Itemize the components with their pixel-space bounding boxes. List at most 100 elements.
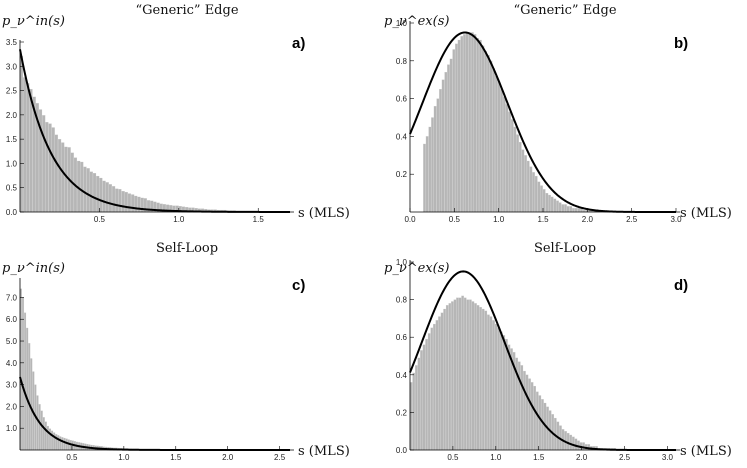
histogram-bar <box>566 206 570 213</box>
histogram-bar <box>503 96 506 213</box>
histogram-bar <box>574 208 578 213</box>
histogram-bar <box>540 185 543 213</box>
x-axis-label: s (MLS) <box>298 206 350 221</box>
x-tick-label: 2.0 <box>582 215 594 224</box>
histogram-bar <box>59 436 62 451</box>
histogram-bar <box>54 134 58 213</box>
histogram-bar <box>471 301 475 451</box>
histogram-bar <box>448 303 452 451</box>
histogram-bar <box>44 421 47 451</box>
histogram-bar <box>553 198 557 213</box>
histogram-bar <box>40 410 43 451</box>
histogram-bar <box>468 32 472 213</box>
histogram-bar <box>430 327 434 451</box>
histogram-bar <box>465 32 469 213</box>
y-tick-label: 0.8 <box>396 296 408 305</box>
histogram-bar <box>500 331 503 451</box>
histogram-bar <box>558 202 562 213</box>
histogram-bar <box>473 34 477 213</box>
histogram-bar <box>436 98 440 213</box>
histogram-bar <box>536 391 539 451</box>
x-tick-label: 0.5 <box>447 453 459 462</box>
histogram-bar <box>92 173 97 213</box>
histogram-bar <box>452 49 456 213</box>
histogram-bar <box>574 438 578 451</box>
y-tick-label: 0.4 <box>396 132 408 141</box>
histogram-bar <box>577 208 581 213</box>
histogram-bar <box>423 143 426 213</box>
histogram-bar <box>24 312 27 451</box>
histogram-bar <box>428 126 432 213</box>
histogram-bar <box>505 338 508 451</box>
histogram-bar <box>422 344 426 451</box>
histogram-bar <box>492 68 495 213</box>
panel-title: Self-Loop <box>534 241 596 256</box>
y-tick-label: 0.2 <box>396 170 408 179</box>
histogram-bar <box>492 320 495 451</box>
histogram-bar <box>21 297 25 451</box>
y-tick-label: 7.0 <box>6 293 18 302</box>
panel-label: b) <box>674 35 688 52</box>
x-tick-label: 1.5 <box>170 453 182 462</box>
histogram-bar <box>417 357 421 451</box>
histogram-bar <box>425 338 428 451</box>
y-tick-label: 2.0 <box>6 402 18 411</box>
histogram-bar <box>425 136 429 213</box>
histogram-bar <box>46 425 49 451</box>
histogram-bar <box>523 370 526 451</box>
histogram-bar <box>520 365 524 451</box>
x-tick-label: 0.5 <box>94 215 106 224</box>
histogram-bar <box>445 305 449 451</box>
histogram-bar <box>529 166 533 213</box>
y-tick-label: 5.0 <box>6 337 18 346</box>
y-tick-label: 0.5 <box>6 184 18 193</box>
histogram-bar <box>19 55 24 213</box>
y-tick-label: 1.0 <box>6 159 18 168</box>
x-tick-label: 0.5 <box>449 215 461 224</box>
histogram-bar <box>463 34 466 213</box>
histogram-bar <box>502 335 506 451</box>
histogram-bar <box>518 141 522 213</box>
x-axis-label: s (MLS) <box>680 206 732 221</box>
histogram-bar <box>61 142 65 213</box>
y-tick-label: 1.0 <box>396 19 408 28</box>
histogram-bar <box>457 39 461 213</box>
histogram-bar <box>431 117 434 213</box>
histogram-bar <box>469 299 472 451</box>
y-tick-label: 1.0 <box>396 258 408 267</box>
histogram-bar <box>484 51 487 213</box>
histogram-bar <box>505 104 509 213</box>
histogram-bar <box>495 75 498 213</box>
histogram-bar <box>530 382 534 451</box>
histogram-bar <box>572 208 575 213</box>
histogram-bar <box>463 297 467 451</box>
histogram-bar <box>440 312 444 451</box>
histogram-bar <box>466 299 470 451</box>
histogram-bar <box>513 126 517 213</box>
histogram-bar <box>453 299 457 451</box>
histogram-bar <box>28 343 31 451</box>
histogram-bar <box>497 81 501 213</box>
y-axis-label: p_ν^in(s) <box>2 261 65 276</box>
histogram-bar <box>51 127 55 213</box>
y-tick-label: 0.0 <box>6 208 18 217</box>
histogram-bar <box>481 308 485 451</box>
y-tick-label: 0.4 <box>396 371 408 380</box>
histogram-bar <box>572 436 575 451</box>
histogram-bar <box>534 175 538 213</box>
panel-a: “Generic” Edge p_ν^in(s) s (MLS) a) 0.5 1… <box>2 3 350 224</box>
histogram-bar <box>36 395 39 451</box>
x-tick-label: 3.0 <box>662 453 674 462</box>
histogram-bar <box>131 194 135 213</box>
histogram-bar <box>439 89 442 213</box>
histogram-bar <box>427 333 431 451</box>
panel-d: Self-Loop p_ν^ex(s) s (MLS) d) 0.5 1.0 1.5… <box>384 241 732 462</box>
histogram-bar <box>471 32 474 213</box>
histogram-bar <box>415 365 418 451</box>
histogram-bar <box>102 180 106 213</box>
y-tick-label: 3.5 <box>6 38 18 47</box>
histogram-bar <box>134 195 138 213</box>
histogram-bar <box>57 435 60 451</box>
histogram-bar <box>538 395 542 451</box>
panel-label: c) <box>292 277 305 294</box>
